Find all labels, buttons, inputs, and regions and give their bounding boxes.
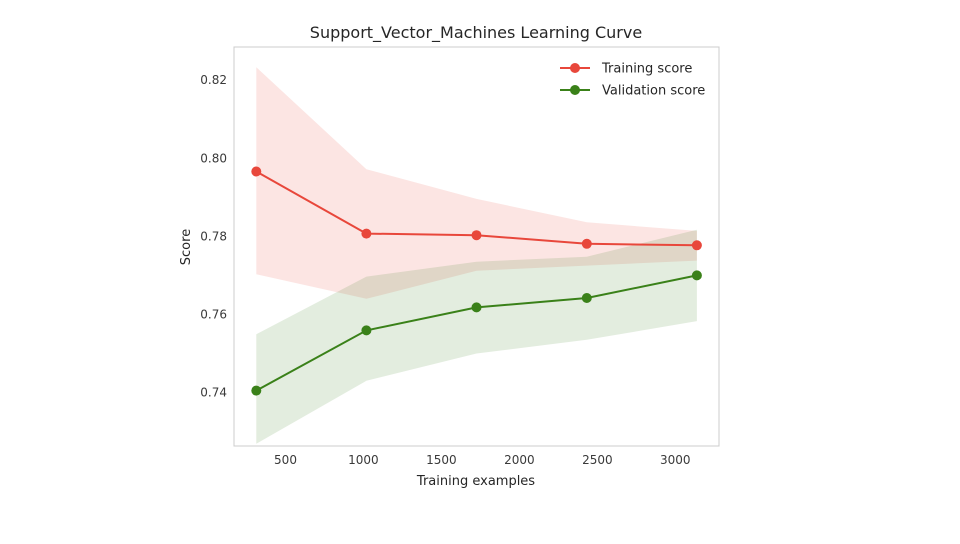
x-tick-label: 500: [274, 453, 297, 467]
x-tick-label: 3000: [660, 453, 691, 467]
training-score-point: [471, 230, 482, 241]
x-axis-label: Training examples: [416, 474, 535, 489]
data-points: [251, 166, 702, 396]
x-tick-label: 1500: [426, 453, 457, 467]
validation-score-band: [256, 229, 697, 444]
validation-score-point: [251, 385, 262, 396]
validation-score-point: [581, 293, 592, 303]
chart-title: Support_Vector_Machines Learning Curve: [310, 23, 642, 43]
y-tick-label: 0.78: [200, 229, 227, 243]
legend-label: Training score: [601, 62, 692, 77]
validation-score-point: [361, 325, 372, 336]
y-tick-label: 0.82: [200, 73, 227, 87]
x-tick-label: 1000: [348, 453, 379, 467]
training-score-point: [581, 238, 592, 249]
legend-marker: [570, 85, 580, 95]
training-score-point: [691, 240, 702, 251]
y-tick-label: 0.76: [200, 307, 227, 321]
x-axis-ticks: 500 1000 1500 2000 2500 3000: [274, 453, 691, 467]
training-score-point: [361, 228, 372, 239]
legend-marker: [570, 63, 580, 73]
validation-score-point: [691, 270, 702, 281]
x-tick-label: 2500: [582, 453, 613, 467]
y-tick-label: 0.74: [200, 386, 227, 400]
plot-area: [233, 46, 720, 447]
training-score-point: [251, 166, 262, 177]
validation-score-point: [471, 302, 482, 313]
legend-item-training-score: Training score: [560, 62, 692, 77]
y-axis-label: Score: [179, 229, 194, 265]
x-tick-label: 2000: [504, 453, 535, 467]
y-axis-ticks: 0.74 0.76 0.78 0.80 0.82: [200, 73, 227, 399]
legend-label: Validation score: [602, 84, 705, 99]
legend-item-validation-score: Validation score: [560, 84, 705, 99]
y-tick-label: 0.80: [200, 151, 227, 165]
chart-legend: Training score Validation score: [560, 62, 705, 99]
